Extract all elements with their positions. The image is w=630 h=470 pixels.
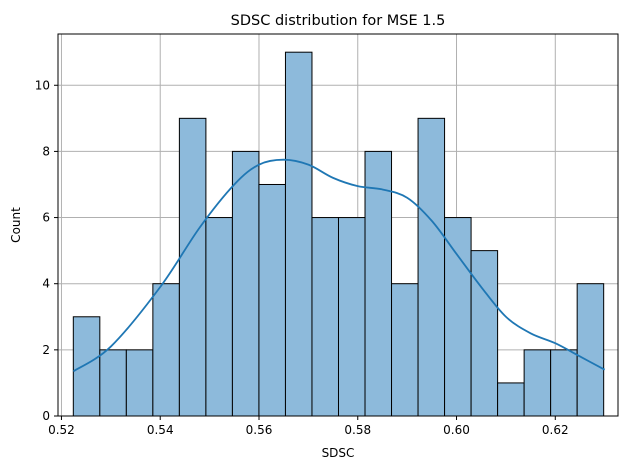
histogram-bar — [417, 117, 446, 417]
y-axis-label: Count — [9, 207, 23, 243]
histogram-bar — [337, 217, 366, 417]
histogram-bar — [231, 150, 260, 417]
histogram-bar — [470, 250, 499, 417]
chart-title: SDSC distribution for MSE 1.5 — [231, 13, 446, 29]
histogram-bars — [72, 51, 605, 417]
histogram-bar — [258, 183, 286, 417]
x-tick-label: 0.54 — [147, 423, 174, 437]
x-tick-label: 0.58 — [344, 423, 371, 437]
y-tick-label: 10 — [35, 78, 50, 92]
histogram-bar — [284, 51, 313, 417]
x-tick-label: 0.52 — [48, 423, 75, 437]
y-tick-label: 2 — [42, 343, 50, 357]
y-tick-label: 0 — [42, 409, 50, 423]
histogram-bar — [497, 382, 525, 417]
x-tick-label: 0.62 — [542, 423, 569, 437]
histogram-bar — [125, 349, 154, 417]
histogram-bar — [72, 316, 101, 417]
x-axis-label: SDSC — [322, 446, 355, 460]
histogram-bar — [523, 349, 552, 417]
y-tick-label: 6 — [42, 211, 50, 225]
histogram-bar — [391, 283, 419, 417]
y-tick-label: 8 — [42, 144, 50, 158]
histogram-bar — [99, 349, 127, 417]
plot-area-frame — [57, 33, 619, 417]
x-tick-label: 0.56 — [246, 423, 273, 437]
kde-curve — [72, 158, 606, 373]
histogram-bar — [311, 217, 339, 417]
kde-line — [72, 158, 606, 373]
histogram-bar — [550, 349, 578, 417]
histogram-bar — [576, 283, 605, 417]
x-tick-label: 0.60 — [443, 423, 470, 437]
axis-ticks: 0.52 0.54 0.56 0.58 0.60 0.62 0 2 4 6 8 10 — [35, 78, 569, 437]
histogram-bar — [152, 283, 180, 417]
histogram-bar — [178, 117, 207, 417]
histogram-bar — [444, 217, 472, 417]
histogram-bar — [205, 217, 233, 417]
y-tick-label: 4 — [42, 277, 50, 291]
histogram-bar — [364, 150, 393, 417]
